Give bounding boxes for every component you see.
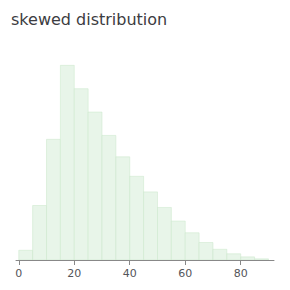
svg-text:80: 80 [234, 267, 248, 280]
svg-text:40: 40 [123, 267, 137, 280]
svg-text:20: 20 [67, 267, 81, 280]
svg-text:60: 60 [178, 267, 192, 280]
svg-text:skewed distribution: skewed distribution [11, 10, 167, 29]
svg-text:0: 0 [15, 267, 22, 280]
